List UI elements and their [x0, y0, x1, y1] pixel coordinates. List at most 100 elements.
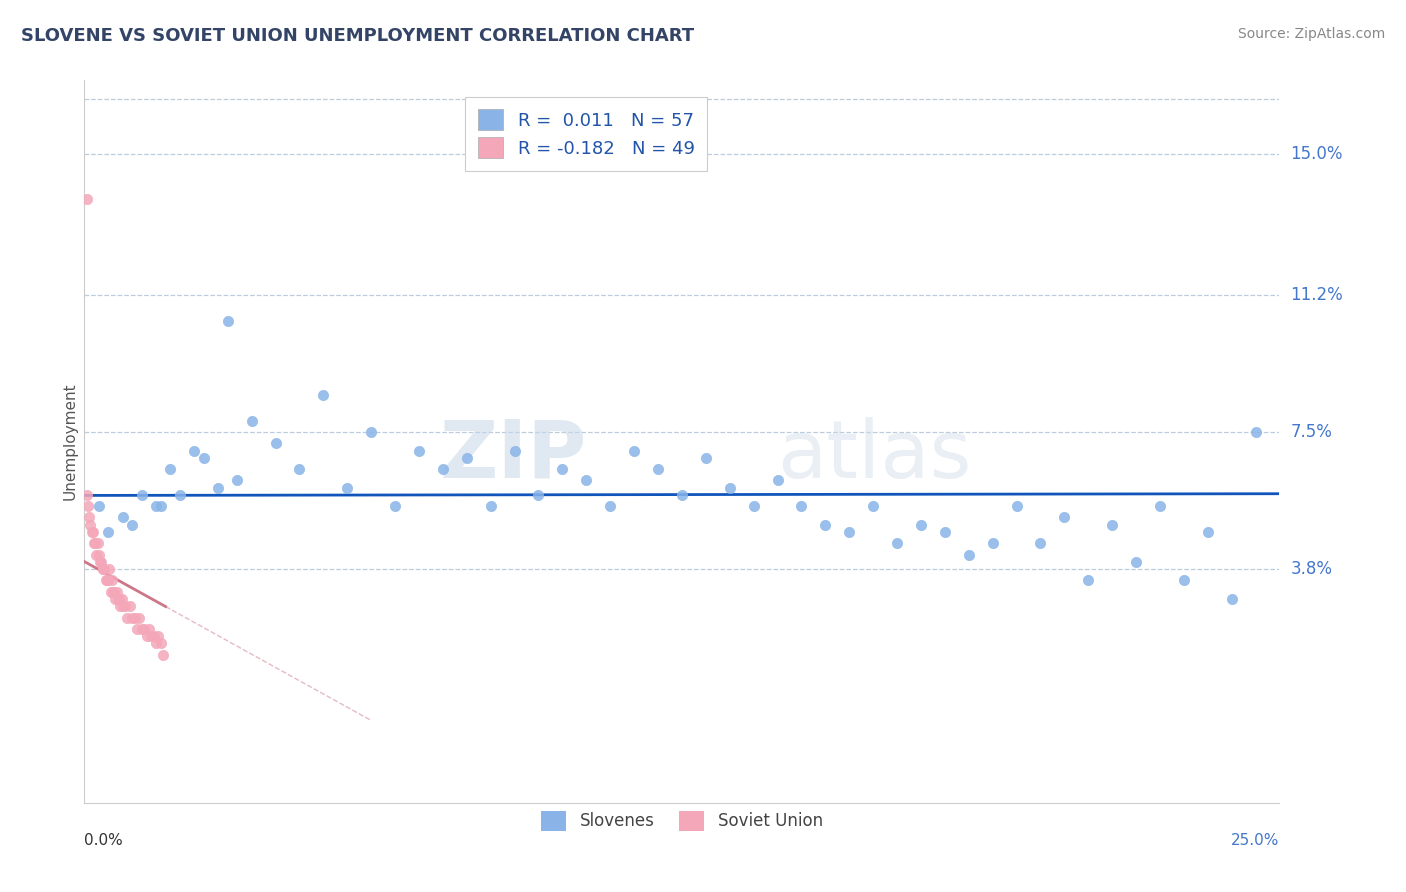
Point	[86, 548, 108, 562]
Text: 0.0%: 0.0%	[84, 833, 124, 848]
Point	[838, 525, 860, 540]
Point	[142, 629, 165, 643]
Point	[141, 629, 163, 643]
Point	[128, 610, 150, 624]
Point	[131, 488, 153, 502]
Point	[647, 462, 669, 476]
Text: SLOVENE VS SOVIET UNION UNEMPLOYMENT CORRELATION CHART: SLOVENE VS SOVIET UNION UNEMPLOYMENT COR…	[21, 27, 695, 45]
Point	[87, 536, 110, 550]
Point	[599, 500, 621, 514]
Point	[87, 548, 110, 562]
Text: ZIP: ZIP	[439, 417, 586, 495]
Point	[110, 599, 132, 614]
Point	[551, 462, 574, 476]
Point	[145, 636, 167, 650]
Point	[718, 481, 741, 495]
Point	[101, 584, 124, 599]
Point	[1077, 574, 1099, 588]
Point	[94, 574, 117, 588]
Point	[111, 592, 134, 607]
Point	[1101, 517, 1123, 532]
Point	[117, 610, 139, 624]
Point	[77, 510, 100, 524]
Point	[148, 629, 170, 643]
Point	[456, 451, 478, 466]
Point	[125, 622, 148, 636]
Point	[111, 510, 134, 524]
Point	[91, 562, 114, 576]
Point	[76, 192, 98, 206]
Point	[97, 525, 120, 540]
Point	[93, 562, 115, 576]
Point	[575, 474, 598, 488]
Point	[527, 488, 550, 502]
Point	[159, 462, 181, 476]
Point	[118, 599, 141, 614]
Point	[114, 599, 136, 614]
Point	[169, 488, 191, 502]
Text: 3.8%: 3.8%	[1291, 560, 1333, 578]
Point	[111, 599, 134, 614]
Text: 25.0%: 25.0%	[1232, 833, 1279, 848]
Point	[1029, 536, 1052, 550]
Point	[1220, 592, 1243, 607]
Point	[100, 584, 122, 599]
Point	[145, 500, 167, 514]
Point	[149, 636, 172, 650]
Point	[408, 443, 430, 458]
Point	[79, 517, 101, 532]
Point	[107, 592, 129, 607]
Text: 11.2%: 11.2%	[1291, 286, 1343, 304]
Point	[1125, 555, 1147, 569]
Point	[1005, 500, 1028, 514]
Point	[1244, 425, 1267, 440]
Point	[77, 500, 100, 514]
Point	[124, 610, 146, 624]
Point	[934, 525, 956, 540]
Text: atlas: atlas	[778, 417, 972, 495]
Point	[360, 425, 382, 440]
Point	[83, 536, 105, 550]
Point	[886, 536, 908, 550]
Text: Source: ZipAtlas.com: Source: ZipAtlas.com	[1237, 27, 1385, 41]
Point	[503, 443, 526, 458]
Point	[82, 525, 104, 540]
Point	[89, 555, 111, 569]
Point	[96, 574, 118, 588]
Point	[240, 414, 263, 428]
Point	[671, 488, 693, 502]
Point	[742, 500, 765, 514]
Point	[217, 314, 239, 328]
Point	[149, 500, 172, 514]
Point	[87, 500, 110, 514]
Point	[97, 574, 120, 588]
Text: 15.0%: 15.0%	[1291, 145, 1343, 163]
Text: 7.5%: 7.5%	[1291, 424, 1333, 442]
Point	[152, 648, 174, 662]
Point	[90, 555, 112, 569]
Point	[93, 562, 115, 576]
Point	[80, 525, 103, 540]
Point	[1053, 510, 1076, 524]
Point	[226, 474, 249, 488]
Point	[104, 592, 127, 607]
Point	[132, 622, 156, 636]
Point	[107, 592, 129, 607]
Point	[138, 622, 160, 636]
Point	[76, 488, 98, 502]
Point	[479, 500, 502, 514]
Point	[183, 443, 205, 458]
Point	[336, 481, 359, 495]
Point	[695, 451, 717, 466]
Point	[131, 622, 153, 636]
Point	[103, 584, 125, 599]
Point	[814, 517, 837, 532]
Point	[623, 443, 645, 458]
Point	[432, 462, 454, 476]
Point	[207, 481, 229, 495]
Point	[1197, 525, 1219, 540]
Point	[957, 548, 980, 562]
Point	[121, 610, 143, 624]
Point	[98, 562, 121, 576]
Point	[312, 388, 335, 402]
